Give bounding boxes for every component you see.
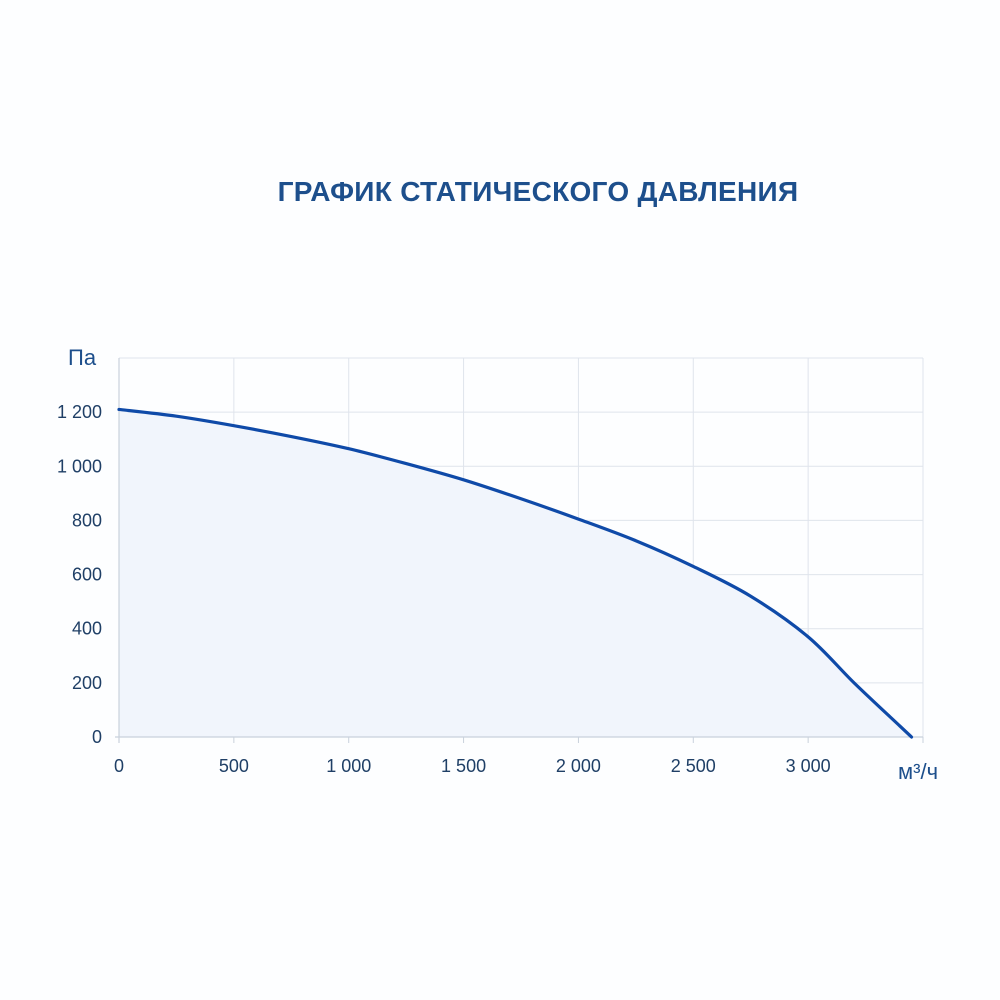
pressure-area-fill	[119, 409, 912, 737]
x-tick-label: 2 500	[671, 756, 716, 776]
x-tick-label: 2 000	[556, 756, 601, 776]
y-tick-label: 400	[72, 619, 102, 639]
x-tick-label: 500	[219, 756, 249, 776]
y-tick-label: 600	[72, 565, 102, 585]
y-tick-label: 0	[92, 727, 102, 747]
x-tick-label: 1 500	[441, 756, 486, 776]
y-tick-label: 1 000	[57, 456, 102, 476]
y-tick-label: 200	[72, 673, 102, 693]
area-layer	[119, 409, 912, 737]
axes	[115, 358, 924, 743]
chart-title: ГРАФИК СТАТИЧЕСКОГО ДАВЛЕНИЯ	[277, 176, 799, 207]
x-tick-label: 3 000	[786, 756, 831, 776]
tick-labels: 0 500 1 000 1 500 2 000 2 500 3 000 0 200 400 600 8…	[57, 402, 831, 776]
x-tick-label: 1 000	[326, 756, 371, 776]
y-tick-label: 1 200	[57, 402, 102, 422]
pressure-curve-line	[117, 407, 914, 739]
y-tick-label: 800	[72, 510, 102, 530]
x-tick-label: 0	[114, 756, 124, 776]
x-axis-unit-label: м³/ч	[898, 759, 938, 784]
line-layer	[117, 407, 914, 739]
y-axis-unit-label: Па	[68, 345, 97, 370]
